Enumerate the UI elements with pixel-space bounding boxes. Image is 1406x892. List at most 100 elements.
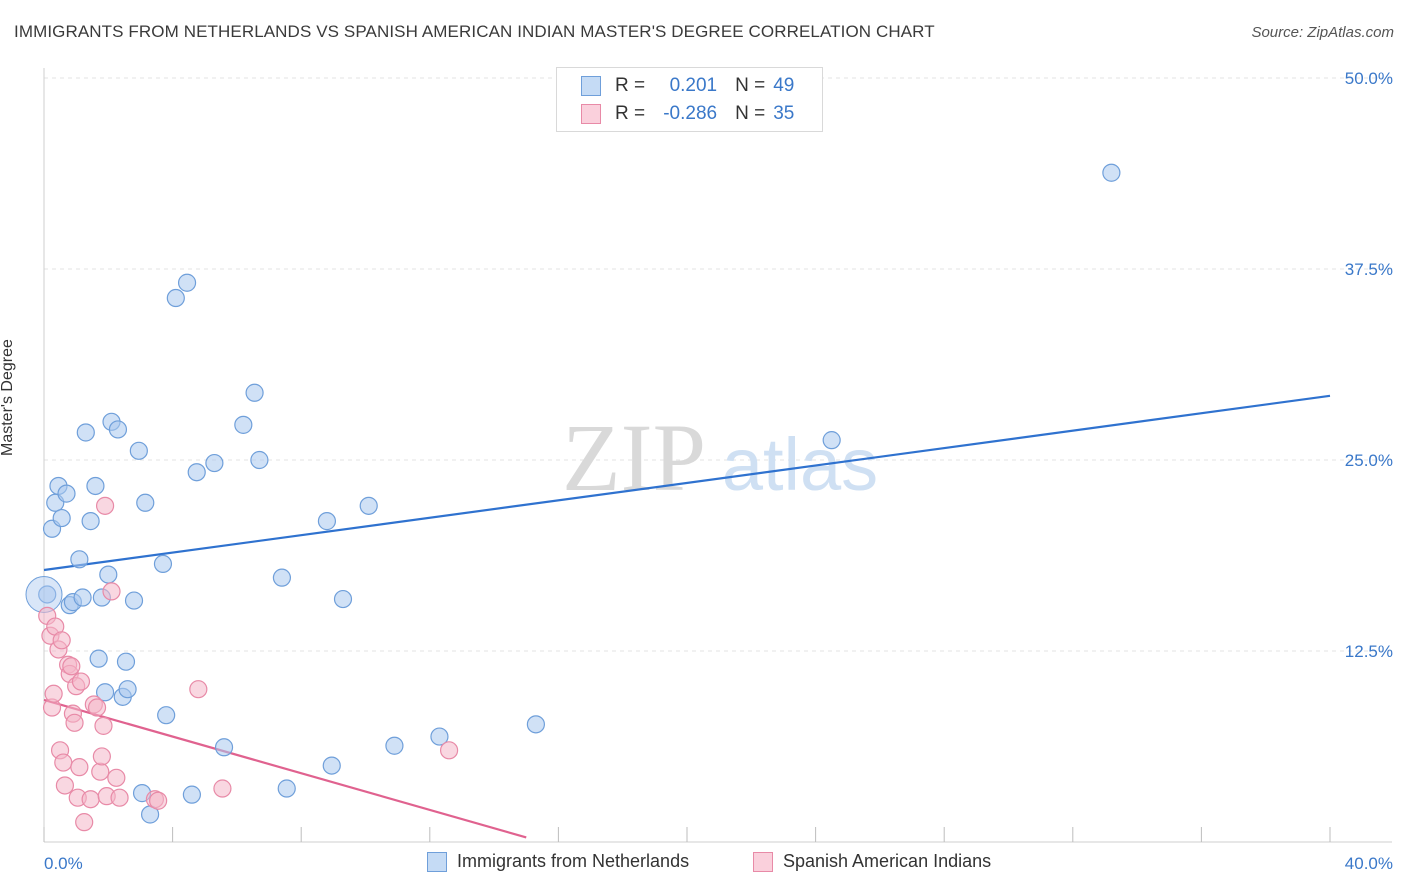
point-netherlands bbox=[99, 565, 118, 584]
point-netherlands bbox=[250, 450, 269, 470]
point-netherlands bbox=[272, 568, 292, 587]
point-netherlands bbox=[322, 756, 341, 775]
point-netherlands bbox=[86, 476, 105, 496]
x-tick-label: 40.0% bbox=[1345, 854, 1393, 873]
point-netherlands bbox=[73, 588, 92, 607]
legend-swatch-pink bbox=[581, 104, 601, 124]
y-tick-label: 50.0% bbox=[1345, 69, 1393, 88]
point-netherlands bbox=[359, 496, 378, 515]
point-spanish-american-indian bbox=[71, 672, 91, 691]
x-tick-label: 0.0% bbox=[44, 854, 83, 873]
point-netherlands bbox=[129, 441, 148, 460]
point-netherlands bbox=[317, 512, 337, 531]
legend-n-label: N = bbox=[735, 75, 766, 96]
gridlines bbox=[44, 77, 1392, 652]
point-spanish-american-indian bbox=[110, 788, 129, 807]
point-netherlands bbox=[234, 415, 253, 434]
point-spanish-american-indian bbox=[75, 813, 94, 832]
point-spanish-american-indian bbox=[149, 791, 168, 810]
point-spanish-american-indian bbox=[87, 698, 107, 717]
point-spanish-american-indian bbox=[95, 496, 115, 515]
point-spanish-american-indian bbox=[70, 758, 89, 777]
legend-n-label: N = bbox=[735, 103, 766, 124]
point-netherlands bbox=[166, 288, 185, 308]
point-netherlands bbox=[1102, 163, 1121, 182]
point-spanish-american-indian bbox=[91, 762, 110, 781]
point-netherlands bbox=[118, 680, 137, 699]
data-points bbox=[25, 163, 1121, 832]
point-netherlands bbox=[385, 736, 404, 755]
legend-r-label: R = bbox=[615, 103, 646, 124]
point-netherlands bbox=[177, 273, 197, 292]
point-netherlands bbox=[89, 649, 108, 668]
point-netherlands bbox=[70, 550, 89, 569]
point-netherlands bbox=[277, 779, 296, 798]
bottom-legend-swatch-pink bbox=[753, 851, 773, 872]
point-spanish-american-indian bbox=[62, 657, 81, 676]
point-netherlands bbox=[95, 683, 115, 702]
point-netherlands bbox=[822, 431, 841, 450]
watermark-atlas: atlas bbox=[722, 423, 878, 506]
source-credit: Source: ZipAtlas.com bbox=[1251, 24, 1394, 41]
axes bbox=[43, 68, 1392, 843]
point-netherlands bbox=[38, 585, 57, 604]
point-netherlands bbox=[245, 383, 264, 402]
point-netherlands bbox=[81, 512, 100, 531]
point-spanish-american-indian bbox=[107, 768, 126, 787]
correlation-legend: R = 0.201 N = 49 R = -0.286 N = 35 bbox=[556, 67, 823, 132]
point-spanish-american-indian bbox=[55, 776, 74, 795]
y-tick-label: 25.0% bbox=[1345, 451, 1393, 470]
point-spanish-american-indian bbox=[213, 779, 232, 798]
trend-lines bbox=[43, 394, 1331, 839]
watermark-zip: ZIP bbox=[562, 404, 706, 511]
legend-n-value: 35 bbox=[773, 103, 795, 124]
y-tick-label: 12.5% bbox=[1345, 642, 1393, 661]
legend-swatch-blue bbox=[581, 76, 601, 96]
bottom-legend-netherlands: Immigrants from Netherlands bbox=[427, 851, 689, 872]
legend-row-spanish-american-indian: R = -0.286 N = 35 bbox=[581, 102, 794, 126]
point-netherlands bbox=[430, 727, 449, 746]
point-spanish-american-indian bbox=[102, 582, 121, 601]
point-netherlands bbox=[136, 493, 155, 512]
point-spanish-american-indian bbox=[439, 741, 459, 760]
point-netherlands bbox=[205, 453, 224, 473]
point-netherlands bbox=[116, 652, 136, 671]
point-netherlands bbox=[76, 423, 95, 442]
point-spanish-american-indian bbox=[189, 680, 208, 699]
point-netherlands-cluster bbox=[25, 575, 63, 613]
legend-r-label: R = bbox=[615, 75, 646, 96]
point-netherlands bbox=[182, 785, 201, 804]
point-netherlands bbox=[333, 589, 353, 609]
point-netherlands bbox=[108, 420, 128, 439]
watermark: ZIP atlas bbox=[562, 404, 878, 511]
trend-line-netherlands bbox=[43, 394, 1331, 572]
point-netherlands bbox=[124, 591, 144, 610]
point-spanish-american-indian bbox=[44, 684, 63, 703]
tick-labels: 12.5% 25.0% 37.5% 50.0% 0.0% 40.0% bbox=[44, 69, 1393, 873]
point-spanish-american-indian bbox=[54, 753, 73, 772]
y-tick-label: 37.5% bbox=[1345, 260, 1393, 279]
bottom-legend-label: Immigrants from Netherlands bbox=[457, 851, 690, 871]
point-netherlands bbox=[187, 463, 206, 482]
point-netherlands bbox=[57, 484, 76, 503]
legend-r-value: 0.201 bbox=[669, 75, 718, 96]
point-spanish-american-indian bbox=[65, 713, 84, 732]
trend-line-spanish-american-indians bbox=[43, 698, 527, 839]
point-spanish-american-indian bbox=[94, 716, 113, 735]
point-netherlands bbox=[52, 508, 71, 528]
legend-r-value: -0.286 bbox=[663, 103, 718, 124]
point-spanish-american-indian bbox=[92, 747, 111, 766]
legend-row-netherlands: R = 0.201 N = 49 bbox=[581, 74, 794, 98]
point-netherlands bbox=[153, 554, 173, 574]
chart-title: IMMIGRANTS FROM NETHERLANDS VS SPANISH A… bbox=[14, 22, 935, 41]
point-netherlands bbox=[157, 706, 176, 725]
point-netherlands bbox=[526, 715, 545, 734]
point-spanish-american-indian bbox=[52, 631, 71, 650]
point-spanish-american-indian bbox=[81, 790, 100, 809]
bottom-legend-spanish-american-indians: Spanish American Indians bbox=[753, 851, 991, 872]
bottom-legend-swatch-blue bbox=[427, 851, 447, 872]
point-netherlands bbox=[214, 738, 234, 757]
legend-n-value: 49 bbox=[773, 75, 795, 96]
bottom-legend-label: Spanish American Indians bbox=[783, 851, 992, 871]
